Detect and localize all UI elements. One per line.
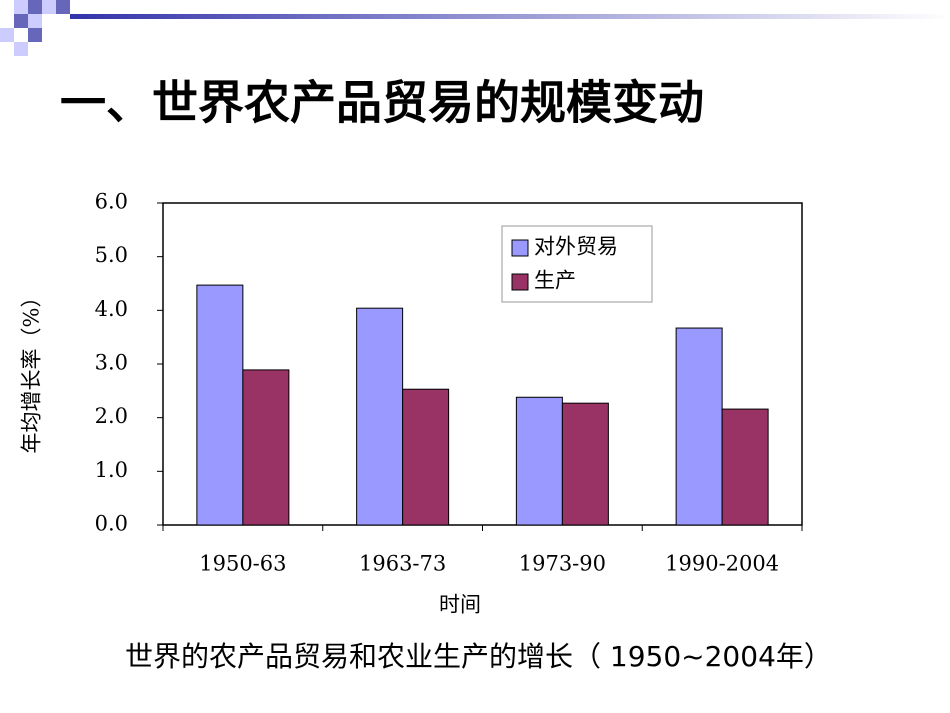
bar [402,388,450,526]
legend-swatch [511,239,529,257]
bar [561,402,609,526]
y-tick-label: 0.0 [95,512,128,536]
y-tick-label: 2.0 [95,404,128,428]
y-tick-label: 1.0 [95,458,128,482]
x-tick-label: 1963-73 [359,552,446,576]
y-tick-label: 4.0 [95,297,128,321]
legend-label: 生产 [534,269,576,293]
x-tick-label: 1990-2004 [665,552,779,576]
y-tick-label: 5.0 [95,243,128,267]
bar [356,307,404,526]
bar [515,396,563,526]
bar [721,408,769,526]
y-axis-label: 年均增长率（%） [20,287,44,454]
y-tick-label: 6.0 [95,190,128,214]
x-axis-label: 时间 [439,593,481,617]
decoration [0,0,950,56]
y-tick-label: 3.0 [95,351,128,375]
x-tick-label: 1973-90 [519,552,606,576]
legend-box [501,225,653,303]
legend-swatch [511,273,529,291]
x-tick-label: 1950-63 [199,552,286,576]
caption: 世界的农产品贸易和农业生产的增长（ 1950~2004年） [125,640,832,673]
bar [242,369,290,526]
slide-title: 一、世界农产品贸易的规模变动 [60,76,704,130]
bar [675,327,723,526]
legend-label: 对外贸易 [534,235,618,259]
bar [196,284,244,526]
